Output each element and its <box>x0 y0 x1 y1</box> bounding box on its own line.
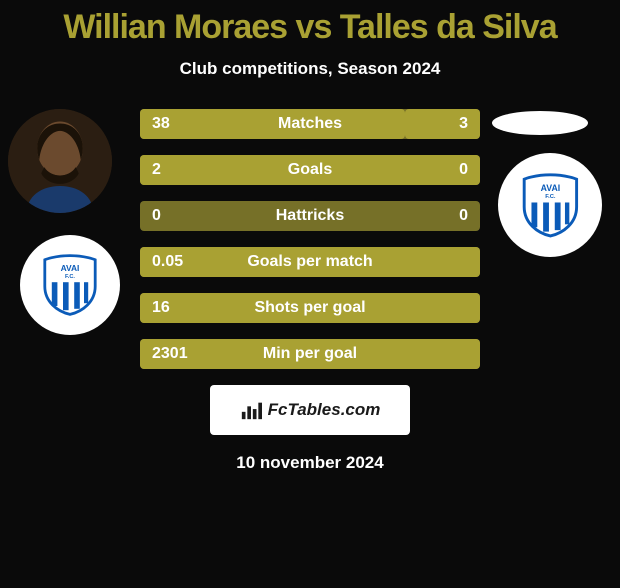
stat-value-right: 3 <box>398 115 468 133</box>
stat-value-left: 0 <box>152 207 222 225</box>
player-silhouette-icon <box>8 109 112 213</box>
stat-value-left: 2 <box>152 161 222 179</box>
stat-value-left: 2301 <box>152 345 222 363</box>
right-player-placeholder <box>492 111 588 135</box>
comparison-title: Willian Moraes vs Talles da Silva <box>0 8 620 47</box>
stat-row: 0Hattricks0 <box>140 201 480 231</box>
stat-label: Goals per match <box>222 253 398 271</box>
stat-label: Hattricks <box>222 207 398 225</box>
stat-value-left: 0.05 <box>152 253 222 271</box>
stat-value-right: 0 <box>398 207 468 225</box>
svg-text:F.C.: F.C. <box>545 194 556 200</box>
right-club-badge: AVAI F.C. <box>498 153 602 257</box>
svg-text:F.C.: F.C. <box>65 274 75 280</box>
content-area: AVAI F.C. AVAI F.C. 38Matches32Goals00Ha… <box>0 109 620 369</box>
brand-badge: FcTables.com <box>210 385 410 435</box>
stat-row: 0.05Goals per match <box>140 247 480 277</box>
comparison-subtitle: Club competitions, Season 2024 <box>0 59 620 79</box>
left-player-avatar <box>8 109 112 213</box>
stat-row: 16Shots per goal <box>140 293 480 323</box>
svg-text:AVAI: AVAI <box>540 182 560 192</box>
right-player-block: AVAI F.C. <box>492 111 602 257</box>
stat-value-left: 38 <box>152 115 222 133</box>
stat-value-left: 16 <box>152 299 222 317</box>
bar-chart-icon <box>240 399 262 421</box>
stat-row: 2301Min per goal <box>140 339 480 369</box>
left-club-badge: AVAI F.C. <box>20 235 120 335</box>
stat-label: Min per goal <box>222 345 398 363</box>
footer-date: 10 november 2024 <box>0 453 620 473</box>
club-shield-icon: AVAI F.C. <box>514 169 587 242</box>
stat-value-right: 0 <box>398 161 468 179</box>
left-player-block: AVAI F.C. <box>8 109 120 335</box>
stat-row: 38Matches3 <box>140 109 480 139</box>
stat-label: Shots per goal <box>222 299 398 317</box>
svg-text:AVAI: AVAI <box>61 263 80 273</box>
brand-text: FcTables.com <box>268 400 381 420</box>
stat-label: Matches <box>222 115 398 133</box>
club-shield-icon: AVAI F.C. <box>35 250 105 320</box>
stats-table: 38Matches32Goals00Hattricks00.05Goals pe… <box>140 109 480 369</box>
stat-row: 2Goals0 <box>140 155 480 185</box>
stat-label: Goals <box>222 161 398 179</box>
